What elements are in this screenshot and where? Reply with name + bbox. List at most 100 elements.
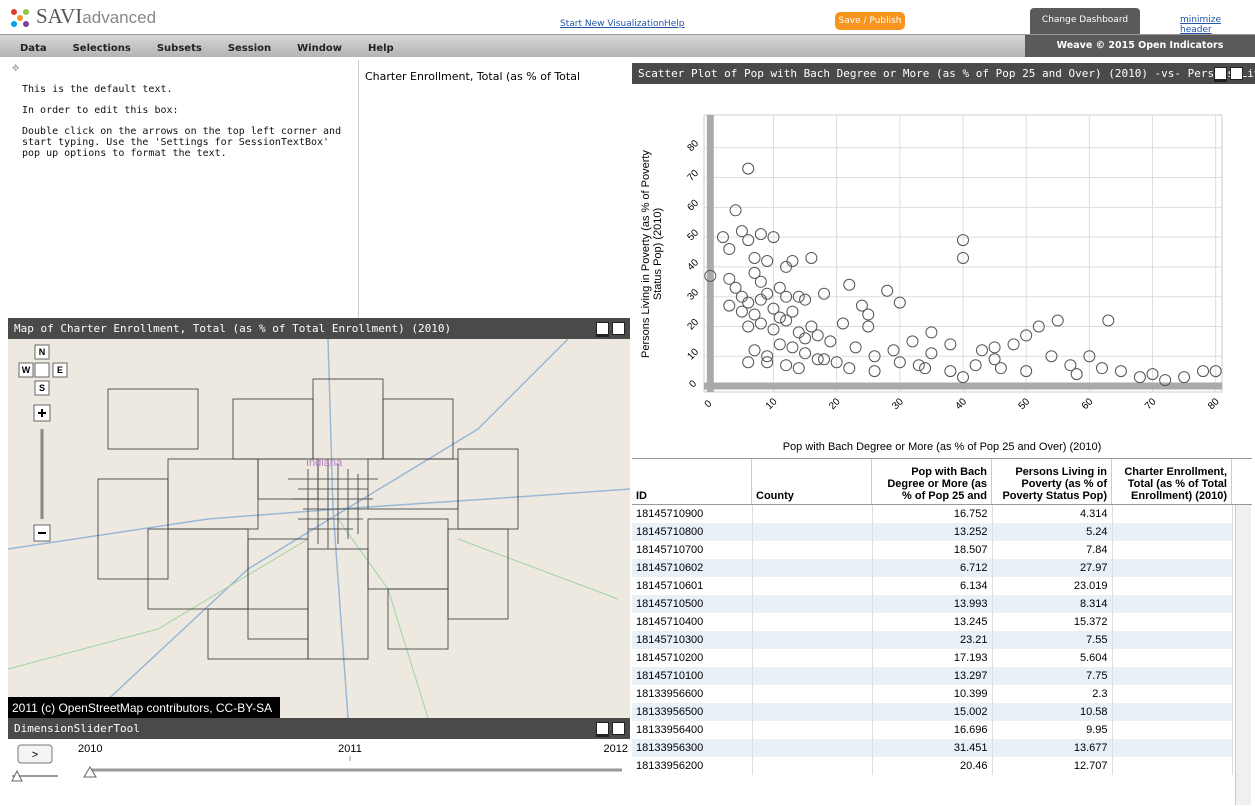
nav-button[interactable]: N (39, 347, 46, 357)
table-cell (752, 667, 872, 685)
link[interactable]: Start New Visualization (560, 19, 664, 29)
slider-label: 2010 (78, 743, 102, 755)
table-cell: 10.399 (872, 685, 992, 703)
link[interactable]: Help (664, 19, 685, 29)
table-cell: 15.002 (872, 703, 992, 721)
y-axis-label: Status Pop) (2010) (652, 208, 664, 300)
table-cell: 5.24 (992, 523, 1112, 541)
x-tick-label: 10 (764, 396, 780, 412)
place-label: Indiana (306, 457, 343, 469)
table-cell: 23.21 (872, 631, 992, 649)
credit: Weave © 2015 Open Indicators Consortium (1025, 35, 1255, 57)
table-cell: 27.97 (992, 559, 1112, 577)
table-cell (1112, 613, 1232, 631)
maximize-button[interactable] (612, 322, 625, 335)
table-cell (1112, 523, 1232, 541)
play-button[interactable]: > (32, 749, 38, 761)
change-dashboard[interactable]: Change Dashboard (1030, 8, 1140, 34)
table-cell (752, 505, 872, 523)
column-title: Persons Living in Poverty (as % of Pover… (996, 466, 1107, 502)
menu-item[interactable]: Window (297, 43, 342, 54)
menu-item[interactable]: Help (368, 43, 394, 54)
column-header[interactable]: Charter Enrollment, Total (as % of Total… (1112, 459, 1232, 504)
column-title: County (756, 490, 867, 502)
table-cell: 17.193 (872, 649, 992, 667)
table-cell: 13.993 (872, 595, 992, 613)
legend-title: Charter Enrollment, Total (as % of Total (365, 70, 631, 83)
table-cell: 6.712 (872, 559, 992, 577)
menu-item[interactable]: Selections (73, 43, 131, 54)
minimize-link[interactable]: minimize header (1180, 15, 1255, 35)
menu-item[interactable]: Data (20, 43, 47, 54)
table-cell: 18145710400 (632, 613, 752, 631)
table-cell: 13.252 (872, 523, 992, 541)
table-cell: 18145710500 (632, 595, 752, 613)
nav-button[interactable]: W (22, 365, 31, 375)
table-cell: 18133956200 (632, 757, 752, 775)
column-header[interactable]: ID (632, 459, 752, 504)
page: SAVIadvanced Start New Visualization Hel… (0, 0, 1255, 806)
table-cell: 20.46 (872, 757, 992, 775)
y-tick-label: 60 (685, 197, 701, 213)
menu-item[interactable]: Subsets (157, 43, 202, 54)
nav-button[interactable]: E (57, 365, 63, 375)
table-cell (1112, 739, 1232, 757)
text-box[interactable]: ✥ This is the default text. In order to … (8, 60, 359, 318)
table-cell: 8.314 (992, 595, 1112, 613)
map[interactable]: Indiana N W E S 2011 (c) OpenStreetMap c… (8, 339, 630, 718)
column-title: ID (636, 490, 747, 502)
table-cell: 13.245 (872, 613, 992, 631)
table-cell (752, 721, 872, 739)
table-cell (752, 703, 872, 721)
table-cell (752, 649, 872, 667)
header: SAVIadvanced Start New Visualization Hel… (0, 0, 1255, 35)
maximize-button[interactable] (612, 722, 625, 735)
column-title: Charter Enrollment, Total (as % of Total… (1116, 466, 1227, 502)
x-axis-label: Pop with Bach Degree or More (as % of Po… (783, 441, 1102, 453)
column-header[interactable]: Pop with Bach Degree or More (as % of Po… (872, 459, 992, 504)
table-cell: 31.451 (872, 739, 992, 757)
menu-item[interactable]: Session (228, 43, 271, 54)
scrollbar[interactable] (1235, 505, 1251, 805)
scatter-title-bar: Scatter Plot of Pop with Bach Degree or … (632, 63, 1255, 84)
y-tick-label: 0 (687, 378, 699, 390)
nav-button[interactable]: S (39, 383, 45, 393)
x-tick-label: 30 (890, 396, 906, 412)
map-title-bar: Map of Charter Enrollment, Total (as % o… (8, 318, 630, 339)
maximize-button[interactable] (1230, 67, 1243, 80)
slider-title-bar: DimensionSliderTool (8, 718, 630, 739)
column-header[interactable]: Persons Living in Poverty (as % of Pover… (992, 459, 1112, 504)
minimize-button[interactable] (596, 322, 609, 337)
chart-title: Scatter Plot of Pop with Bach Degree or … (638, 67, 1255, 80)
y-tick-label: 50 (685, 227, 701, 243)
logo-sub: advanced (82, 8, 156, 27)
save-button[interactable]: Save / Publish (835, 12, 905, 30)
scatter-plot[interactable]: Pop with Bach Degree or More (as % of Po… (632, 84, 1255, 458)
table-cell: 18145710602 (632, 559, 752, 577)
minimize-button[interactable] (1214, 67, 1227, 82)
minimize-button[interactable] (596, 722, 609, 737)
table-cell (752, 631, 872, 649)
table-cell: 16.752 (872, 505, 992, 523)
table-cell: 18133956500 (632, 703, 752, 721)
table-cell (752, 541, 872, 559)
table-cell: 18145710300 (632, 631, 752, 649)
table-cell: 5.604 (992, 649, 1112, 667)
logo-main: SAVI (36, 4, 82, 28)
column-header[interactable]: County (752, 459, 872, 504)
